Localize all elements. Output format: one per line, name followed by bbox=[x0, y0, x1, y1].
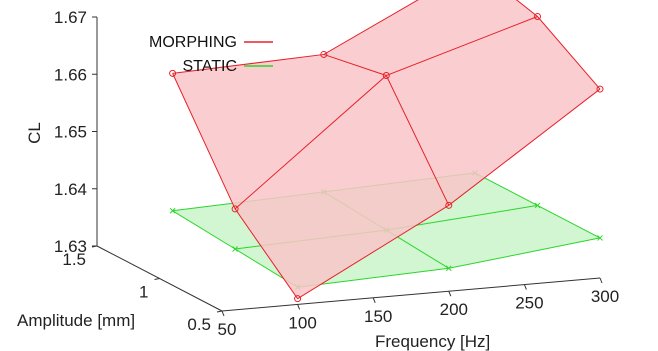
x-tick-label: 200 bbox=[440, 300, 468, 319]
y-tick-label: 1 bbox=[139, 283, 148, 302]
z-tick-label: 1.67 bbox=[54, 8, 87, 27]
y-tick-label: 0.5 bbox=[187, 315, 211, 334]
y-axis-label: Amplitude [mm] bbox=[17, 311, 135, 330]
x-axis-label: Frequency [Hz] bbox=[375, 332, 490, 351]
z-axis-label: CL bbox=[25, 122, 44, 144]
z-tick-label: 1.64 bbox=[54, 180, 87, 199]
x-tick-mark bbox=[600, 278, 602, 283]
z-tick-label: 1.66 bbox=[54, 65, 87, 84]
x-tick-label: 300 bbox=[591, 287, 619, 306]
x-tick-mark bbox=[298, 304, 300, 309]
x-tick-label: 150 bbox=[364, 307, 392, 326]
x-tick-mark bbox=[373, 298, 375, 303]
x-tick-mark bbox=[524, 285, 526, 290]
z-tick-label: 1.63 bbox=[54, 237, 87, 256]
x-tick-mark bbox=[449, 291, 451, 296]
legend-label-morphing: MORPHING bbox=[149, 34, 237, 51]
x-tick-label: 250 bbox=[515, 294, 543, 313]
y-tick-mark bbox=[217, 311, 222, 312]
y-tick-mark bbox=[155, 279, 160, 280]
z-tick-label: 1.65 bbox=[54, 123, 87, 142]
x-tick-label: 50 bbox=[218, 320, 237, 339]
x-tick-mark bbox=[222, 311, 224, 316]
legend-label-static: STATIC bbox=[182, 58, 237, 75]
x-tick-label: 100 bbox=[288, 313, 316, 332]
